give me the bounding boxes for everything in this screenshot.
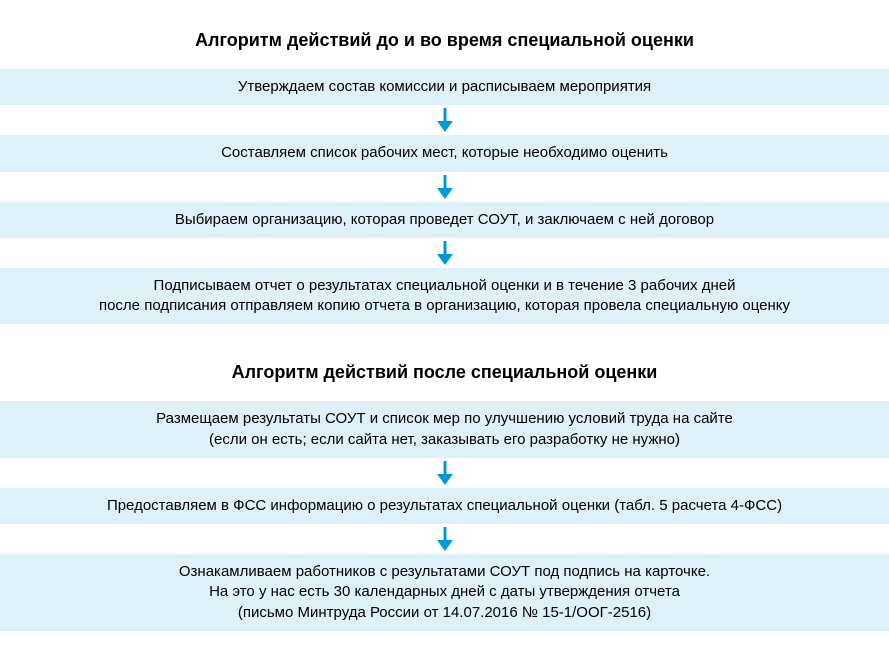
section1-heading: Алгоритм действий до и во время специаль…: [0, 30, 889, 51]
section2-step-1: Размещаем результаты СОУТ и список мер п…: [0, 401, 889, 458]
section1-step-1: Утверждаем состав комиссии и расписываем…: [0, 69, 889, 105]
arrow-down-icon: [0, 524, 889, 554]
section1-step-4: Подписываем отчет о результатах специаль…: [0, 268, 889, 325]
section2-heading: Алгоритм действий после специальной оцен…: [0, 362, 889, 383]
section1-step-2: Составляем список рабочих мест, которые …: [0, 135, 889, 171]
arrow-down-icon: [0, 105, 889, 135]
arrow-down-icon: [0, 458, 889, 488]
arrow-down-icon: [0, 172, 889, 202]
section2-step-3: Ознакамливаем работников с результатами …: [0, 554, 889, 631]
section1-step-3: Выбираем организацию, которая проведет С…: [0, 202, 889, 238]
section2-step-2: Предоставляем в ФСС информацию о результ…: [0, 488, 889, 524]
arrow-down-icon: [0, 238, 889, 268]
